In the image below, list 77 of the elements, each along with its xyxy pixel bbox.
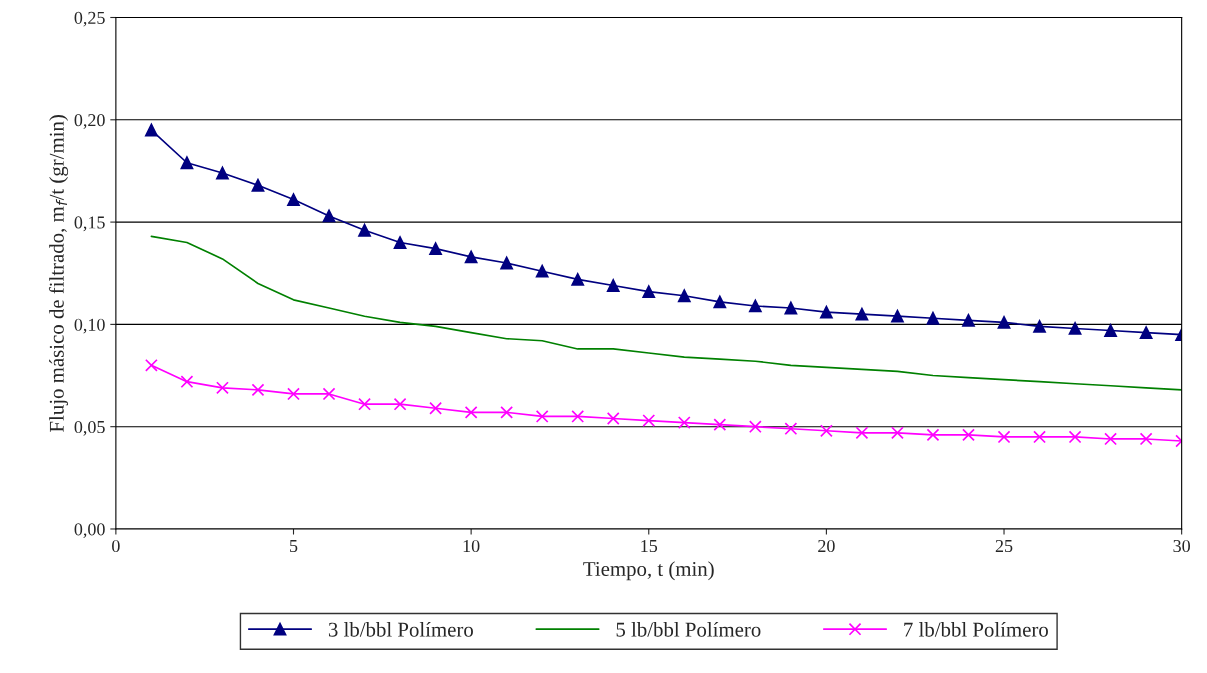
point <box>251 178 265 192</box>
point <box>429 401 442 415</box>
point <box>855 426 869 440</box>
point <box>1104 324 1117 337</box>
y-tick-label: 0,00 <box>74 523 105 539</box>
point <box>1104 432 1117 446</box>
y-axis-title: Flujo másico de filtrado, m$_{f}$/t (gr/min) <box>48 115 69 432</box>
line-series <box>150 235 1182 391</box>
y-tick-label: 0,20 <box>74 114 105 129</box>
point <box>962 313 975 327</box>
point <box>180 156 194 170</box>
point <box>464 405 478 419</box>
point <box>784 301 798 315</box>
point <box>393 397 407 411</box>
legend-label: 3 lb/bbl Polímero <box>328 621 473 637</box>
x-axis-title: Tiempo, t (min) <box>583 561 714 581</box>
x-tick-label: 5 <box>290 540 298 553</box>
x-tick-label: 0 <box>112 539 120 553</box>
point <box>926 311 940 325</box>
point <box>820 424 833 438</box>
point <box>571 272 585 286</box>
point <box>642 285 656 299</box>
point <box>287 193 300 206</box>
x-tick-label: 30 <box>1173 539 1190 553</box>
point <box>962 428 975 442</box>
point <box>322 209 336 223</box>
point <box>891 426 904 440</box>
y-tick-label: 0,25 <box>74 11 105 27</box>
point <box>677 416 691 429</box>
point <box>1139 432 1153 446</box>
point <box>1139 326 1153 339</box>
point <box>855 307 869 321</box>
point <box>713 295 727 309</box>
point <box>820 305 833 319</box>
point <box>713 418 727 432</box>
y-tick-label: 0,10 <box>74 318 105 334</box>
point <box>571 410 585 423</box>
point <box>926 428 940 442</box>
x-tick-label: 20 <box>818 539 835 553</box>
point <box>1033 320 1046 333</box>
point <box>216 381 229 395</box>
y-tick-label: 0,15 <box>74 216 105 232</box>
point <box>1068 430 1082 444</box>
point <box>606 412 620 425</box>
point <box>429 242 442 256</box>
point <box>251 383 265 397</box>
point <box>393 236 407 249</box>
point <box>535 264 549 278</box>
point <box>997 430 1011 444</box>
point <box>642 414 656 427</box>
point <box>606 279 620 292</box>
point <box>358 397 371 411</box>
point <box>677 289 691 303</box>
legend-label: 5 lb/bbl Polímero <box>616 621 761 637</box>
point <box>500 256 514 270</box>
x-tick-label: 15 <box>641 540 658 553</box>
x-tick-label: 25 <box>995 539 1013 553</box>
point <box>464 250 478 264</box>
point <box>216 166 229 180</box>
point <box>1033 430 1046 444</box>
point <box>287 387 300 401</box>
point <box>145 123 158 137</box>
y-tick-label: 0,05 <box>74 420 105 436</box>
point <box>535 410 549 423</box>
point <box>891 309 904 323</box>
point <box>1068 322 1082 335</box>
point <box>748 299 762 313</box>
point <box>997 315 1011 329</box>
point <box>500 405 514 419</box>
point <box>322 387 336 401</box>
point <box>748 420 762 434</box>
point <box>358 223 371 237</box>
point <box>180 375 194 389</box>
legend-label: 7 lb/bbl Polímero <box>904 621 1048 637</box>
x-tick-label: 10 <box>463 539 480 553</box>
point <box>145 358 158 372</box>
point <box>784 422 798 436</box>
